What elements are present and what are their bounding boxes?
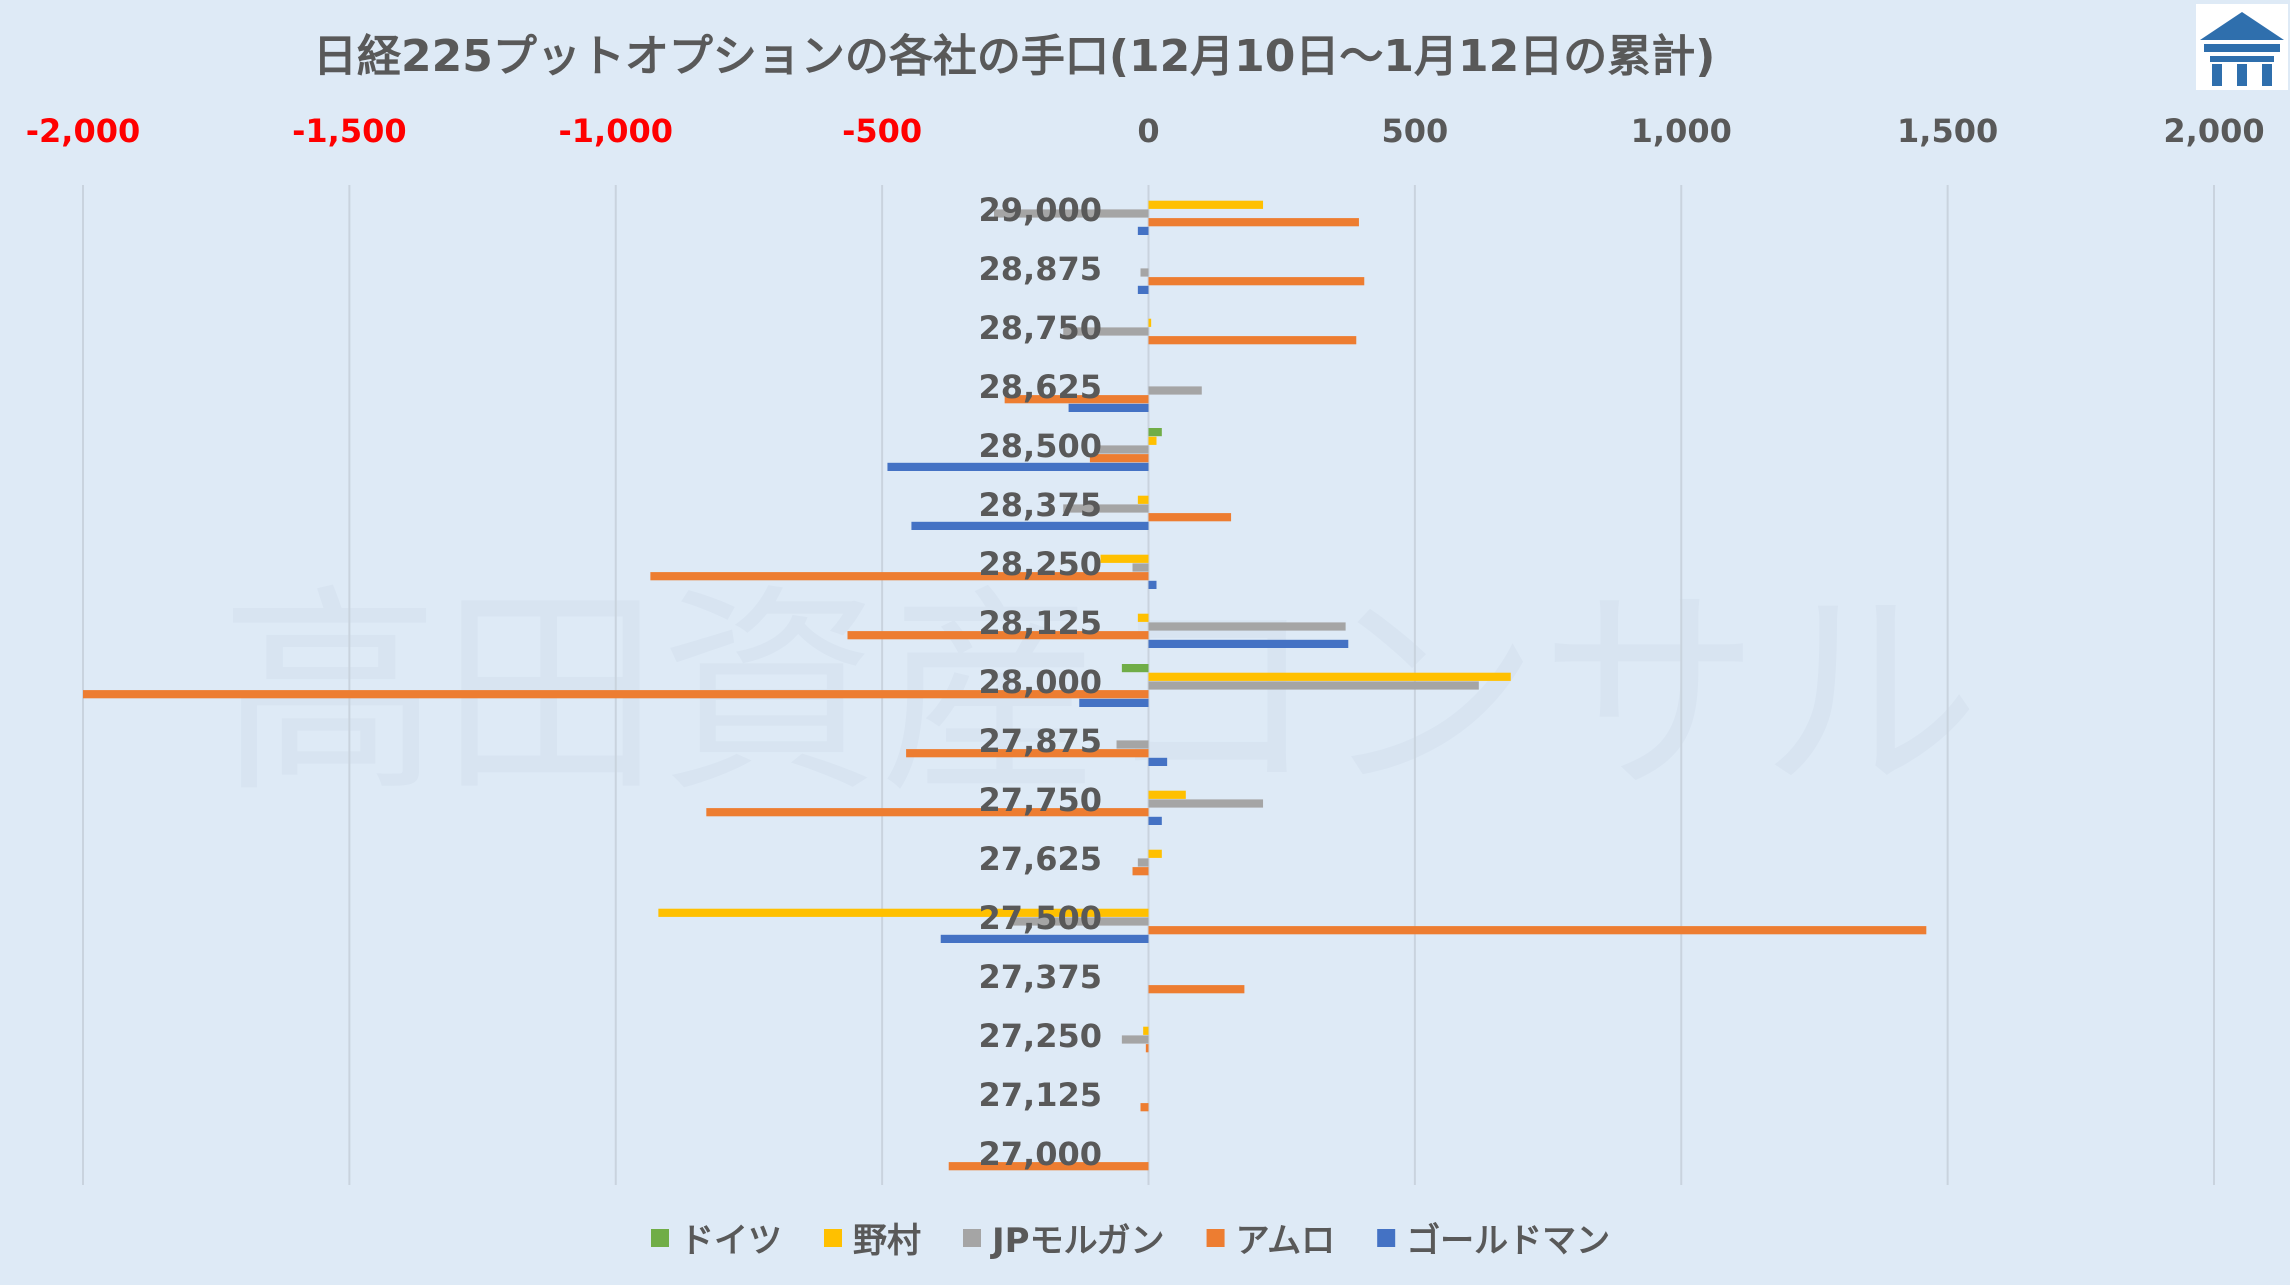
bar [906,749,1149,758]
bar [1137,858,1149,867]
bar [1148,926,1927,935]
legend-swatch [651,1229,669,1247]
y-tick-label: 27,500 [979,899,1102,937]
y-tick-label: 29,000 [979,191,1102,229]
legend-label: 野村 [853,1221,921,1261]
y-tick-label: 28,750 [979,309,1102,347]
y-tick-label: 27,375 [979,958,1102,996]
bar [994,209,1149,218]
bar [1148,639,1349,648]
bar [1148,277,1365,286]
x-tick-label: 1,500 [1897,112,1998,150]
legend-label: ドイツ [680,1221,782,1261]
bar [1132,563,1149,572]
building-logo [2196,4,2288,90]
y-tick-label: 28,875 [979,250,1102,288]
bar [1063,327,1149,336]
bar [706,808,1149,817]
y-tick-label: 28,000 [979,663,1102,701]
y-tick-label: 27,625 [979,840,1102,878]
bar [1145,1044,1149,1053]
bar [1100,554,1149,563]
bar [83,690,1149,699]
bar [948,1162,1149,1171]
bar [887,462,1149,471]
y-tick-label: 28,375 [979,486,1102,524]
y-tick-label: 27,875 [979,722,1102,760]
legend-label: JPモルガン [990,1221,1165,1261]
bar [1148,816,1162,825]
bar [658,908,1149,917]
bar [1137,226,1149,235]
bar [1148,622,1346,631]
bar [1095,445,1149,454]
bar [1148,386,1202,395]
bar [1148,428,1162,437]
bar [1148,318,1152,327]
bar [1121,664,1149,673]
legend-swatch [824,1229,842,1247]
bar [1148,513,1232,522]
bar [1121,1035,1149,1044]
bar [1132,867,1149,876]
bar [1137,285,1149,294]
bar [1140,268,1149,277]
bar [1116,740,1149,749]
y-tick-label: 27,750 [979,781,1102,819]
legend-label: ゴールドマン [1406,1221,1610,1261]
chart-title: 日経225プットオプションの各社の手口(12月10日～1月12日の累計) [313,31,1715,82]
legend: ドイツ 野村 JPモルガン アムロ ゴールドマン [651,1221,1610,1261]
bar [1148,218,1359,227]
y-tick-label: 27,250 [979,1017,1102,1055]
x-tick-label: -2,000 [26,112,141,150]
y-tick-label: 28,250 [979,545,1102,583]
bar [1140,1103,1149,1112]
legend-label: アムロ [1236,1221,1336,1261]
bar [940,934,1149,943]
bar [1148,436,1157,445]
y-tick-label: 27,000 [979,1135,1102,1173]
bar [1143,1026,1149,1035]
bar [1148,672,1511,681]
bar [847,631,1149,640]
bar [1148,799,1264,808]
bar [1148,681,1479,690]
bar [1148,200,1264,209]
y-tick-label: 28,500 [979,427,1102,465]
bar [650,572,1149,581]
bar [1148,849,1162,858]
y-tick-label: 28,125 [979,604,1102,642]
bar [1063,504,1149,513]
bar [911,521,1149,530]
legend-swatch [963,1229,981,1247]
bar [1148,580,1157,589]
bar [1148,985,1245,994]
legend-swatch [1377,1229,1396,1247]
x-tick-label: -1,500 [292,112,407,150]
bar [1148,790,1186,799]
bar [1137,613,1149,622]
x-axis-ticks: -2,000 -1,500 -1,000 -500 0 500 1,000 1,500 2,00… [26,112,2265,150]
bar [1137,495,1149,504]
y-tick-label: 28,625 [979,368,1102,406]
y-axis-ticks: 29,000 28,875 28,750 28,625 28,500 28,375 28,2… [979,191,1102,1173]
bar [1148,336,1357,345]
x-tick-label: -1,000 [559,112,674,150]
bar [1009,917,1149,926]
legend-swatch [1206,1229,1225,1247]
bar [1148,757,1168,766]
x-tick-label: 1,000 [1631,112,1732,150]
bar [1068,403,1149,412]
bar [1079,698,1149,707]
x-tick-label: 2,000 [2163,112,2264,150]
x-tick-label: -500 [842,112,922,150]
x-tick-label: 500 [1381,112,1448,150]
y-tick-label: 27,125 [979,1076,1102,1114]
bar [1089,454,1149,463]
bars [83,200,1927,1171]
x-tick-label: 0 [1137,112,1159,150]
bar [1004,395,1149,404]
